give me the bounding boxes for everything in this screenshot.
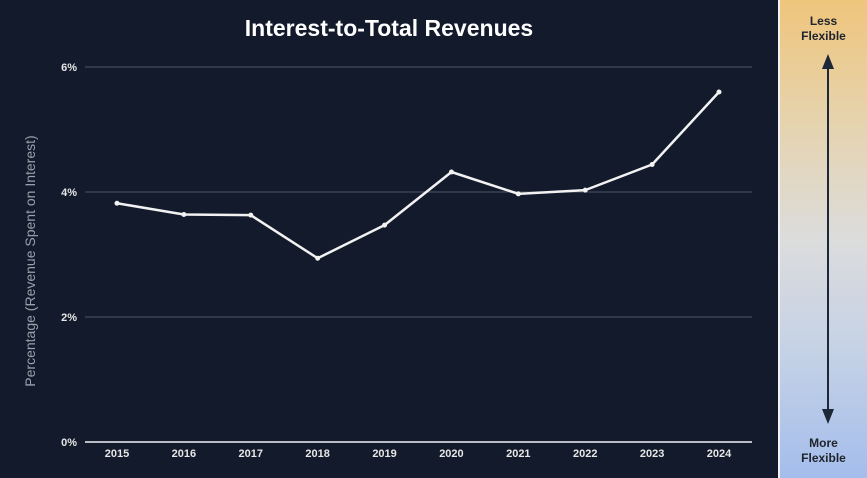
- arrow-down-icon: [822, 409, 834, 424]
- x-tick-label: 2020: [439, 448, 463, 460]
- x-tick-label: 2023: [640, 448, 664, 460]
- more-flexible-line1: More: [809, 436, 838, 450]
- x-tick-label: 2024: [707, 448, 732, 460]
- data-point: [382, 222, 388, 228]
- y-tick-label: 0%: [61, 437, 77, 449]
- series-line: [116, 91, 720, 260]
- line-chart: 0% 2% 4% 6% 2015 2016 2017 2018 2019 2020 2021 202…: [61, 62, 752, 460]
- data-point: [716, 89, 722, 95]
- data-point: [448, 169, 454, 175]
- data-point: [582, 187, 588, 193]
- arrow-shaft: [827, 66, 829, 414]
- less-flexible-label: Less Flexible: [780, 14, 867, 44]
- x-tick-label: 2015: [105, 448, 129, 460]
- data-point: [315, 255, 321, 261]
- more-flexible-label: More Flexible: [780, 436, 867, 466]
- flexibility-scale: Less Flexible More Flexible: [778, 0, 867, 478]
- less-flexible-line1: Less: [809, 14, 838, 28]
- x-tick-label: 2016: [172, 448, 196, 460]
- x-tick-label: 2017: [239, 448, 263, 460]
- data-point: [649, 162, 655, 167]
- x-tick-label: 2019: [372, 448, 396, 460]
- chart-title: Interest-to-Total Revenues: [244, 15, 534, 41]
- y-tick-label: 4%: [61, 187, 77, 199]
- data-point: [181, 212, 187, 217]
- x-tick-label: 2022: [573, 448, 597, 460]
- data-point: [515, 191, 521, 197]
- x-tick-label: 2021: [506, 448, 530, 460]
- more-flexible-line2: Flexible: [801, 451, 846, 465]
- x-tick-label: 2018: [305, 448, 329, 460]
- less-flexible-line2: Flexible: [801, 29, 846, 43]
- data-point: [248, 212, 254, 218]
- data-point: [114, 200, 120, 206]
- arrow-up-icon: [822, 54, 834, 69]
- y-tick-label: 2%: [61, 312, 77, 324]
- y-tick-label: 6%: [61, 62, 77, 74]
